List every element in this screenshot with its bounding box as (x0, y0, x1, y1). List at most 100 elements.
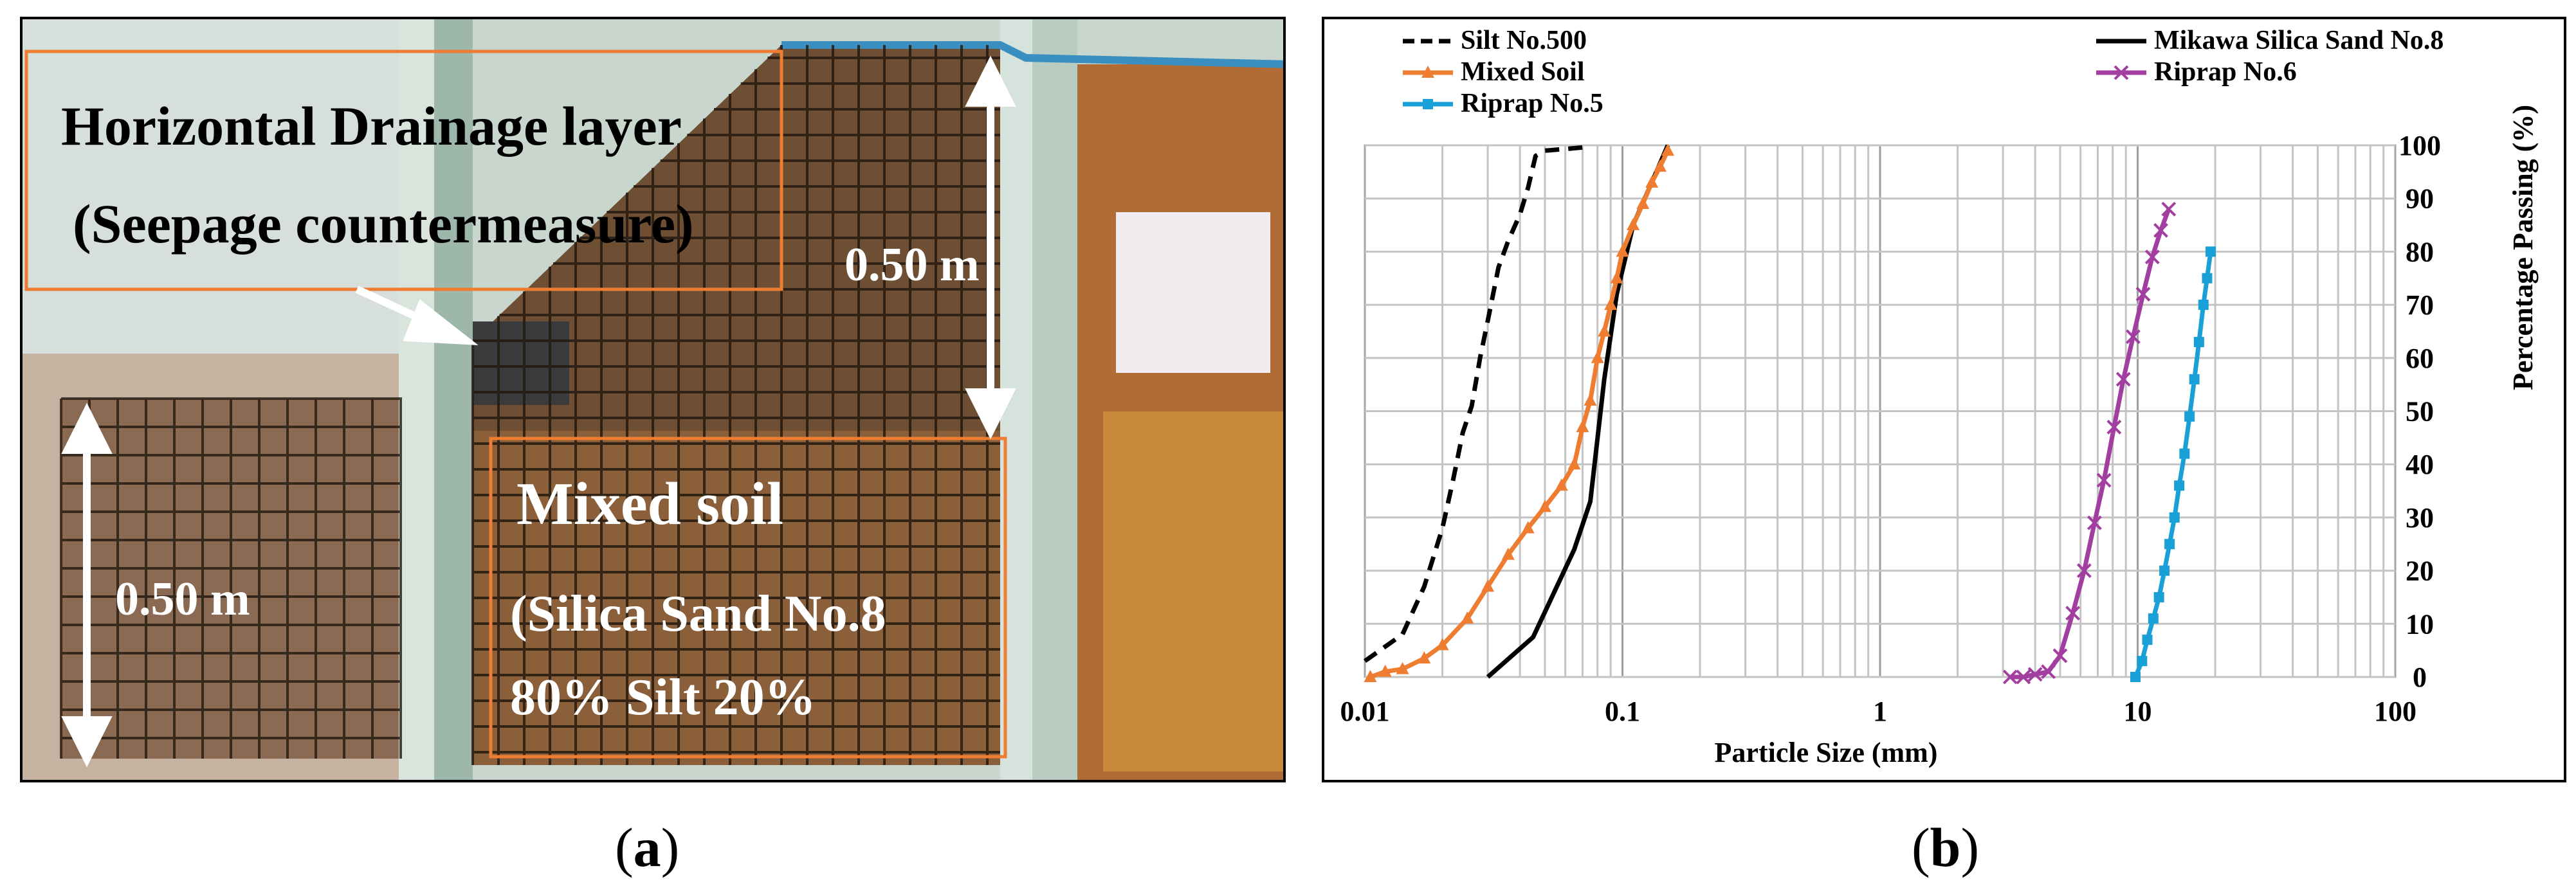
y-tick-label: 10 (2406, 608, 2434, 640)
data-point (2198, 300, 2209, 311)
x-tick-label: 1 (1873, 696, 1887, 727)
mixed-soil-composition-line1: (Silica Sand No.8 (510, 586, 886, 642)
data-point (1604, 298, 1618, 311)
y-tick-label: 0 (2413, 662, 2427, 693)
data-point (1555, 478, 1568, 491)
data-point (2002, 669, 2018, 685)
data-point (1481, 579, 1495, 592)
data-point (2016, 669, 2031, 685)
series-riprap-no-5 (2130, 246, 2216, 682)
legend-label: Mixed Soil (1461, 57, 1585, 87)
mixed-soil-title: Mixed soil (516, 471, 784, 537)
chart-series (1363, 143, 2216, 685)
data-point (1436, 638, 1449, 651)
chart-grid (1364, 144, 2397, 678)
data-point (2137, 656, 2148, 667)
legend-item: Mixed Soil (1403, 57, 1585, 87)
x-tick-label: 0.01 (1340, 696, 1390, 727)
data-point (2115, 372, 2131, 387)
dimension-label-left: 0.50 m (115, 573, 250, 626)
chart-legend: Silt No.500 Mikawa Silica Sand No.8 Mixed … (1403, 26, 2444, 118)
photo-illustration (23, 19, 1283, 780)
data-point (2205, 246, 2216, 257)
legend-item: Riprap No.6 (2096, 57, 2297, 87)
drainage-layer-title: Horizontal Drainage layer (61, 95, 682, 157)
data-point (1598, 324, 1611, 337)
data-point (2130, 672, 2141, 682)
series-silt-no-500 (1363, 145, 1583, 663)
series-line (1363, 145, 1583, 663)
data-point (1423, 99, 1433, 109)
data-point (1654, 159, 1667, 172)
drainage-layer-subtitle: (Seepage countermeasure) (73, 193, 694, 255)
data-point (2164, 539, 2175, 550)
x-axis-label: Particle Size (mm) (1715, 737, 1938, 768)
y-tick-label: 60 (2406, 343, 2434, 374)
data-point (1591, 350, 1604, 363)
data-point (1418, 651, 1431, 664)
y-axis-label: Percentage Passing (%) (2507, 105, 2539, 390)
data-point (2041, 664, 2056, 680)
y-tick-label: 40 (2406, 449, 2434, 480)
data-point (2161, 201, 2177, 217)
series-line (2133, 251, 2213, 678)
legend-item: Riprap No.5 (1403, 89, 1603, 118)
data-point (2202, 273, 2213, 284)
data-point (2179, 448, 2190, 459)
data-point (2135, 287, 2151, 302)
data-point (2027, 667, 2043, 682)
y-tick-label: 50 (2406, 396, 2434, 428)
legend-item: Silt No.500 (1403, 26, 1587, 55)
y-tick-label: 90 (2406, 183, 2434, 215)
data-point (1645, 175, 1659, 188)
data-point (2159, 565, 2170, 576)
data-point (2065, 606, 2081, 621)
data-point (1421, 66, 1434, 78)
data-point (1378, 664, 1392, 677)
y-tick-label: 30 (2406, 502, 2434, 534)
data-point (2148, 613, 2159, 624)
data-point (2153, 222, 2168, 238)
data-point (1610, 271, 1623, 284)
data-point (1584, 393, 1597, 406)
series-line (2010, 208, 2171, 680)
data-point (2076, 563, 2092, 579)
data-point (1461, 611, 1474, 624)
data-point (2153, 591, 2164, 602)
y-tick-label: 20 (2406, 555, 2434, 587)
data-point (2169, 512, 2180, 523)
y-tick-label: 80 (2406, 236, 2434, 267)
data-point (1501, 547, 1515, 560)
data-point (1396, 662, 1409, 674)
series-riprap-no-6 (2002, 201, 2177, 685)
data-point (1538, 500, 1551, 512)
data-point (2174, 480, 2185, 491)
data-point (1627, 218, 1640, 231)
panel-label-a: (a) (615, 816, 680, 878)
data-point (2189, 374, 2200, 384)
chart-panel: 0.01 0.1 1 10 100 0 10 20 30 40 50 60 70 80 90 100 Silt… (1322, 17, 2566, 782)
data-point (2144, 249, 2160, 265)
data-point (2184, 411, 2195, 422)
mixed-soil-composition-line2: 80% Silt 20% (510, 669, 816, 726)
data-point (2096, 473, 2112, 488)
data-point (2142, 635, 2153, 645)
legend-label: Riprap No.6 (2154, 57, 2297, 87)
x-tick-label: 100 (2374, 696, 2416, 727)
data-point (1661, 143, 1675, 156)
data-point (2087, 515, 2102, 530)
y-tick-label: 100 (2398, 130, 2441, 161)
legend-item: Mikawa Silica Sand No.8 (2096, 26, 2444, 55)
data-point (1616, 244, 1629, 257)
panel-label-b: (b) (1912, 816, 1980, 878)
data-point (2106, 419, 2122, 435)
data-point (2114, 65, 2129, 80)
data-point (2052, 648, 2068, 663)
data-point (2125, 329, 2141, 345)
x-tick-label: 0.1 (1605, 696, 1640, 727)
legend-label: Silt No.500 (1461, 26, 1587, 55)
x-tick-label: 10 (2124, 696, 2152, 727)
legend-label: Riprap No.5 (1461, 89, 1603, 118)
data-point (1364, 670, 1377, 682)
